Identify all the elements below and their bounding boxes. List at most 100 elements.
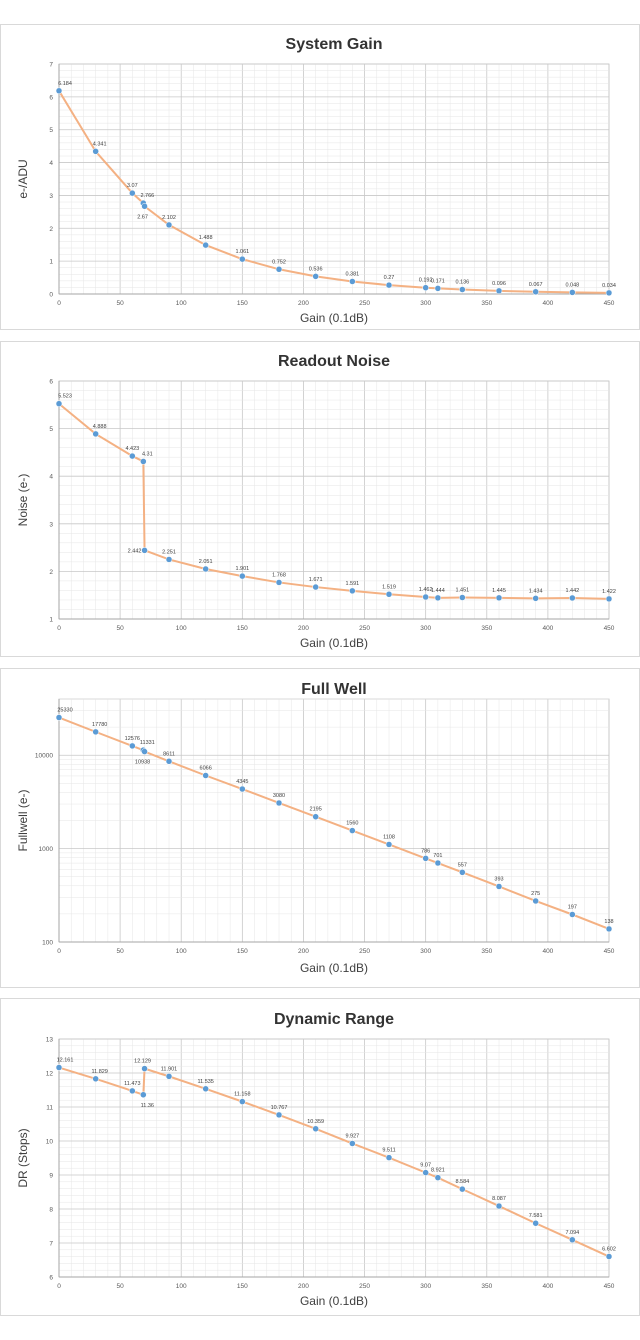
y-tick-label: 5 — [49, 426, 53, 433]
data-point — [55, 87, 63, 95]
data-label: 1.445 — [492, 588, 506, 594]
x-tick-label: 50 — [116, 948, 124, 955]
y-tick-label: 3 — [49, 521, 53, 528]
chart-title: System Gain — [286, 36, 383, 53]
x-tick-label: 100 — [176, 625, 187, 632]
gridlines — [58, 380, 610, 620]
data-point — [495, 883, 503, 890]
x-tick-label: 350 — [481, 300, 492, 307]
data-point — [532, 288, 539, 296]
data-point — [569, 289, 576, 296]
x-tick-label: 250 — [359, 948, 370, 955]
data-point — [569, 1236, 576, 1244]
data-point — [202, 1085, 209, 1093]
data-label: 1.451 — [455, 588, 469, 594]
data-label: 1.422 — [602, 589, 616, 595]
plot-area — [58, 380, 610, 620]
data-label: 1.901 — [235, 566, 249, 572]
data-label: 9.927 — [345, 1133, 359, 1139]
x-tick-label: 50 — [116, 625, 124, 632]
data-label: 1560 — [346, 821, 358, 827]
data-point — [129, 189, 136, 197]
data-label: 701 — [433, 853, 442, 859]
data-label: 4.423 — [125, 446, 139, 452]
x-tick-label: 450 — [604, 625, 615, 632]
data-label: 2195 — [310, 807, 322, 813]
data-label: 8.584 — [455, 1179, 469, 1185]
data-point — [605, 1253, 613, 1260]
x-tick-label: 350 — [481, 625, 492, 632]
data-label: 11331 — [140, 740, 155, 746]
x-axis-title: Gain (0.1dB) — [300, 636, 368, 650]
y-tick-label: 2 — [49, 569, 53, 576]
chart-panel-dynamic-range: 0 50 100 150 200 250 300 350 400 450 6 7 8 9 10 11 12 13 D… — [0, 998, 640, 1316]
data-label: 0.27 — [384, 275, 395, 281]
data-label: 1.061 — [235, 249, 249, 255]
data-point — [140, 1091, 147, 1099]
data-point — [312, 1125, 319, 1133]
data-label: 11.473 — [124, 1081, 140, 1087]
data-label: 10.767 — [271, 1105, 288, 1111]
data-point — [312, 813, 319, 820]
data-point — [569, 911, 576, 918]
y-tick-label: 12 — [46, 1071, 54, 1078]
data-point — [92, 728, 99, 736]
data-label: 0.536 — [309, 266, 323, 272]
x-tick-label: 100 — [176, 1283, 187, 1290]
data-label: 7.581 — [529, 1213, 543, 1219]
x-tick-label: 100 — [176, 300, 187, 307]
data-point — [385, 591, 393, 598]
data-label: 138 — [604, 919, 613, 925]
data-point — [422, 284, 429, 291]
data-label: 2.102 — [162, 215, 176, 221]
x-tick-label: 150 — [237, 1283, 248, 1290]
chart-title: Readout Noise — [278, 353, 390, 370]
data-label: 10.359 — [307, 1119, 324, 1125]
data-point — [605, 289, 613, 297]
data-point — [55, 714, 63, 721]
data-point — [434, 1174, 442, 1181]
x-tick-label: 250 — [359, 300, 370, 307]
data-point — [55, 1064, 63, 1071]
data-point — [141, 748, 148, 755]
data-point — [129, 452, 136, 460]
x-tick-label: 350 — [481, 948, 492, 955]
data-label: 0.171 — [431, 278, 445, 284]
x-tick-label: 200 — [298, 625, 309, 632]
data-point — [434, 285, 442, 292]
data-label: 11.829 — [91, 1069, 107, 1075]
x-tick-label: 150 — [237, 625, 248, 632]
data-point — [239, 255, 246, 263]
data-point — [385, 841, 393, 848]
data-label: 8611 — [163, 751, 175, 757]
data-point — [312, 583, 319, 591]
data-label: 4.31 — [142, 451, 153, 457]
data-label: 17780 — [92, 722, 107, 728]
data-point — [92, 430, 99, 438]
gridlines — [58, 1038, 610, 1278]
x-tick-label: 300 — [420, 300, 431, 307]
data-point — [385, 281, 393, 289]
data-point — [239, 572, 246, 580]
data-point — [141, 1065, 148, 1072]
y-tick-label: 6 — [49, 1275, 53, 1282]
data-point — [275, 579, 283, 586]
y-axis-title: Fullwell (e-) — [16, 789, 30, 851]
data-label: 2.251 — [162, 549, 176, 555]
data-point — [495, 594, 503, 602]
x-tick-label: 300 — [420, 948, 431, 955]
data-label: 1.768 — [272, 572, 286, 578]
chart-system-gain: 0 50 100 150 200 250 300 350 400 450 0 1 2 3 4 5 6 7 Syste… — [16, 36, 616, 325]
data-point — [495, 287, 503, 295]
data-point — [349, 1140, 356, 1147]
data-label: 0.096 — [492, 281, 506, 287]
data-point — [459, 869, 466, 876]
data-label: 3.07 — [127, 183, 138, 189]
data-label: 2.766 — [140, 193, 154, 199]
x-tick-label: 50 — [116, 1283, 124, 1290]
data-label: 1.519 — [382, 584, 396, 590]
data-point — [434, 859, 442, 867]
data-label: 1.671 — [309, 577, 323, 583]
data-label: 1.444 — [431, 588, 445, 594]
data-point — [434, 594, 442, 602]
